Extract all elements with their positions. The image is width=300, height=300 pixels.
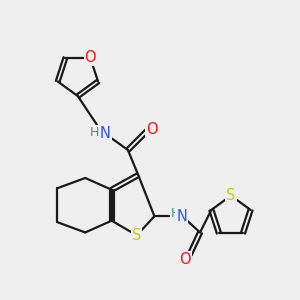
Text: S: S (132, 228, 141, 243)
Text: O: O (179, 252, 191, 267)
Text: O: O (146, 122, 158, 137)
Text: S: S (226, 188, 236, 203)
Text: O: O (85, 50, 96, 65)
Text: H: H (171, 207, 181, 220)
Text: N: N (100, 126, 111, 141)
Text: N: N (176, 209, 187, 224)
Text: H: H (90, 125, 99, 139)
